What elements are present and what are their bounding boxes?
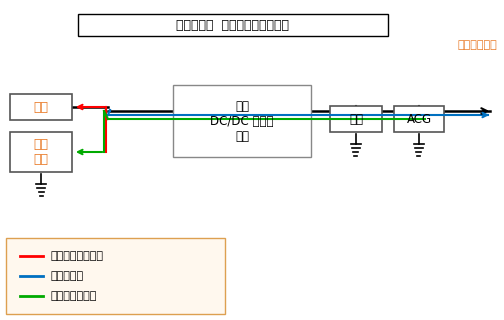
Text: 电容
模组: 电容 模组 — [33, 138, 48, 166]
FancyBboxPatch shape — [10, 132, 72, 172]
Text: 定子: 定子 — [33, 100, 48, 114]
Text: ACG: ACG — [406, 113, 431, 125]
Text: 怠速熄火时: 怠速熄火时 — [50, 271, 83, 281]
Text: 电装设备负载: 电装设备负载 — [457, 40, 497, 50]
Text: 电池: 电池 — [349, 113, 363, 125]
Text: 双向
DC/DC 转换器
组件: 双向 DC/DC 转换器 组件 — [210, 100, 274, 142]
Text: 减速能量回收时: 减速能量回收时 — [50, 291, 96, 301]
FancyBboxPatch shape — [330, 106, 382, 132]
FancyBboxPatch shape — [78, 14, 388, 36]
FancyBboxPatch shape — [394, 106, 444, 132]
FancyBboxPatch shape — [6, 238, 225, 314]
FancyBboxPatch shape — [173, 85, 311, 157]
Text: 电容器电源  怠速熄火系统的框图: 电容器电源 怠速熄火系统的框图 — [176, 19, 289, 31]
Text: 发动机再次启动时: 发动机再次启动时 — [50, 251, 103, 261]
FancyBboxPatch shape — [10, 94, 72, 120]
